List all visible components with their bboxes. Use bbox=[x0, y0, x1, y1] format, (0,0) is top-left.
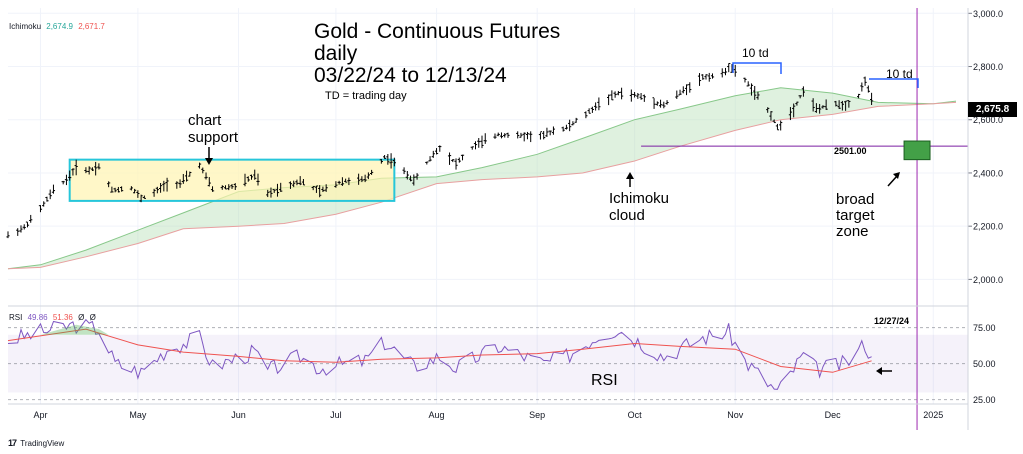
rsi-value-3: Ø bbox=[78, 313, 85, 322]
ichimoku-cloud-area bbox=[8, 87, 956, 269]
indicator-value-1: 2,674.9 bbox=[46, 22, 73, 31]
indicator-legend[interactable]: Ichimoku 2,674.9 2,671.7 bbox=[9, 22, 105, 31]
title-line-2: daily bbox=[314, 42, 358, 65]
tradingview-logo-icon: 17 bbox=[8, 438, 17, 448]
target-arrow-head bbox=[893, 172, 900, 179]
time-tick-label: Jun bbox=[231, 410, 246, 420]
time-tick-label: Aug bbox=[429, 410, 445, 420]
brand-text: TradingView bbox=[20, 439, 65, 448]
ichimoku-span-b-line bbox=[7, 101, 957, 270]
last-price-badge: 2,675.8 bbox=[968, 102, 1017, 117]
chart-support-line-2: support bbox=[188, 129, 239, 146]
title-line-3: 03/22/24 to 12/13/24 bbox=[314, 64, 507, 87]
rsi-value-4: Ø bbox=[89, 313, 96, 322]
chart-support-box bbox=[68, 158, 396, 202]
td-note: TD = trading day bbox=[325, 90, 407, 102]
support-line-label: 2501.00 bbox=[834, 146, 867, 156]
time-tick-label: Nov bbox=[727, 410, 744, 420]
ichimoku-label-line-1: Ichimoku bbox=[609, 190, 670, 207]
footer-brand[interactable]: 17 TradingView bbox=[8, 438, 64, 448]
rsi-name: RSI bbox=[9, 313, 23, 322]
price-tick-label: 2,600.0 bbox=[973, 115, 1003, 125]
time-tick-label: Apr bbox=[33, 410, 47, 420]
time-tick-label: May bbox=[129, 410, 147, 420]
rsi-annotation: RSI bbox=[591, 372, 618, 389]
price-tick-label: 2,000.0 bbox=[973, 275, 1003, 285]
price-tick-label: 2,200.0 bbox=[973, 222, 1003, 232]
td-left-label: 10 td bbox=[742, 46, 769, 60]
target-label-line-3: zone bbox=[836, 223, 869, 240]
rsi-value-1: 49.86 bbox=[27, 313, 48, 322]
support-arrow-head bbox=[205, 158, 213, 165]
price-tick-label: 2,400.0 bbox=[973, 168, 1003, 178]
broad-target-zone-box bbox=[903, 140, 931, 161]
td-right-label: 10 td bbox=[886, 67, 913, 81]
rsi-arrow-head bbox=[876, 367, 882, 375]
time-tick-label: Sep bbox=[529, 410, 545, 420]
rsi-legend[interactable]: RSI 49.86 51.36 Ø Ø bbox=[9, 313, 96, 322]
indicator-name: Ichimoku bbox=[9, 22, 42, 31]
rsi-overbought-fill bbox=[40, 324, 109, 335]
rsi-tick-label: 25.00 bbox=[973, 395, 996, 405]
target-label-line-2: target bbox=[836, 207, 875, 224]
chart-support-label: chart support bbox=[188, 112, 238, 146]
time-tick-label: Dec bbox=[825, 410, 842, 420]
chart-title: Gold - Continuous Futures daily 03/22/24… bbox=[314, 21, 560, 87]
title-line-1: Gold - Continuous Futures bbox=[314, 20, 561, 43]
time-tick-label: Oct bbox=[628, 410, 643, 420]
td-bracket-left bbox=[732, 62, 782, 74]
rsi-tick-label: 50.00 bbox=[973, 359, 996, 369]
rsi-signal-line bbox=[7, 328, 872, 373]
rsi-tick-label: 75.00 bbox=[973, 323, 996, 333]
chart-support-line-1: chart bbox=[188, 112, 222, 129]
ichimoku-arrow-head bbox=[626, 172, 634, 179]
indicator-value-2: 2,671.7 bbox=[78, 22, 105, 31]
time-tick-label: Jul bbox=[330, 410, 342, 420]
target-label-line-1: broad bbox=[836, 191, 875, 208]
ichimoku-span-a-line bbox=[7, 87, 957, 270]
last-price-text: 2,675.8 bbox=[975, 104, 1010, 115]
rsi-line bbox=[7, 318, 872, 390]
target-arrow-shaft bbox=[887, 175, 898, 187]
price-tick-label: 3,000.0 bbox=[973, 9, 1003, 19]
rsi-value-2: 51.36 bbox=[52, 313, 73, 322]
target-date-label: 12/27/24 bbox=[874, 316, 910, 326]
broad-target-zone-label: broad target zone bbox=[836, 192, 874, 240]
time-tick-label: 2025 bbox=[923, 410, 943, 420]
price-tick-label: 2,800.0 bbox=[973, 62, 1003, 72]
ichimoku-label-line-2: cloud bbox=[609, 207, 645, 224]
td-bracket-right bbox=[869, 78, 919, 88]
ichimoku-cloud-label: Ichimoku cloud bbox=[609, 190, 669, 224]
